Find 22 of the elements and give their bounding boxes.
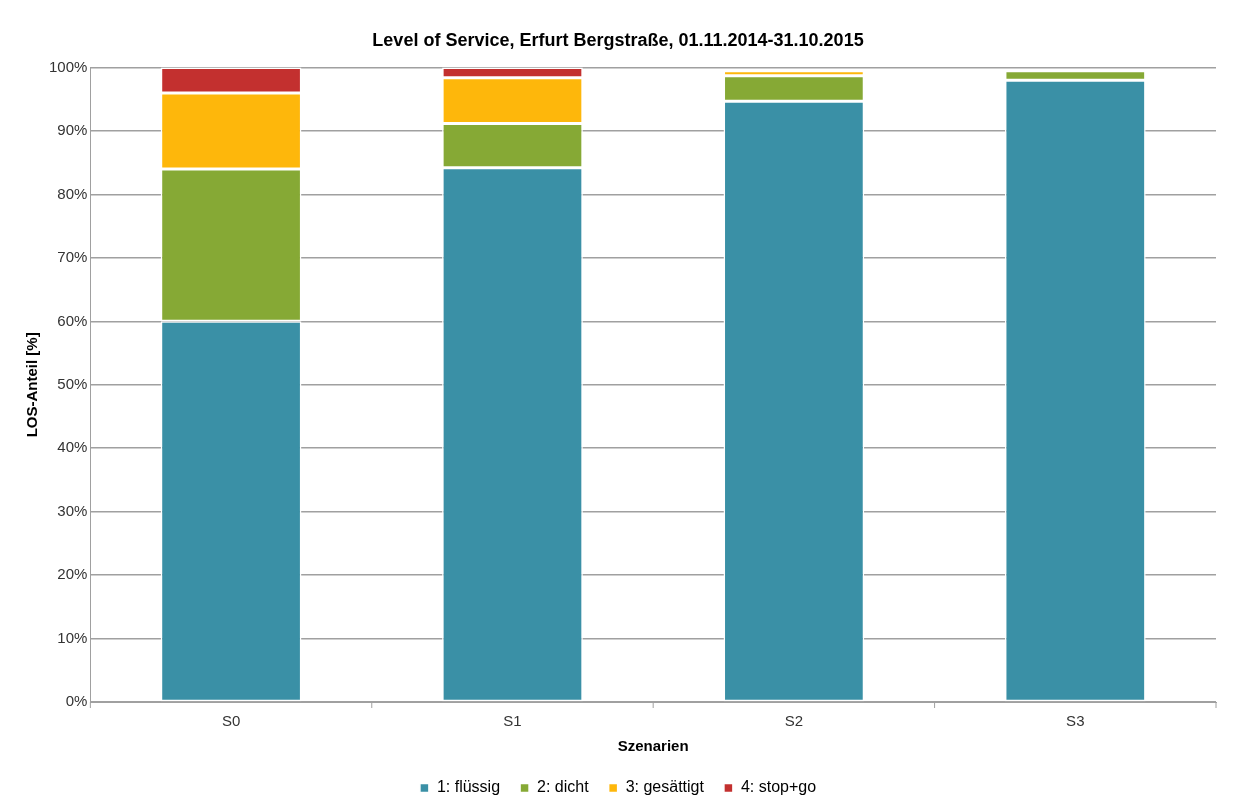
- x-tick-label: S1: [503, 712, 522, 730]
- legend-label: 3: gesättigt: [625, 778, 705, 796]
- y-tick-label: 80%: [57, 184, 88, 202]
- chart-title: Level of Service, Erfurt Bergstraße, 01.11.2014-31.10.2015: [372, 29, 864, 50]
- y-tick-label: 90%: [57, 121, 88, 139]
- x-tick-label: S0: [221, 712, 241, 730]
- x-tick-label: S2: [784, 712, 804, 730]
- y-tick-label: 0%: [65, 692, 88, 710]
- x-tick-label: S3: [1066, 712, 1085, 730]
- y-axis-title: LOS-Anteil [%]: [23, 332, 41, 438]
- y-tick-label: 100%: [48, 57, 88, 75]
- x-axis-title: Szenarien: [617, 737, 689, 755]
- y-tick-label: 70%: [57, 248, 88, 266]
- legend-label: 1: flüssig: [436, 778, 501, 796]
- y-tick-label: 30%: [57, 501, 88, 519]
- y-tick-label: 10%: [57, 628, 88, 646]
- y-tick-label: 60%: [57, 311, 88, 329]
- y-tick-label: 40%: [57, 438, 88, 456]
- legend-label: 4: stop+go: [740, 778, 817, 796]
- y-tick-label: 50%: [57, 374, 88, 392]
- y-tick-label: 20%: [57, 565, 88, 583]
- legend-label: 2: dicht: [537, 778, 590, 796]
